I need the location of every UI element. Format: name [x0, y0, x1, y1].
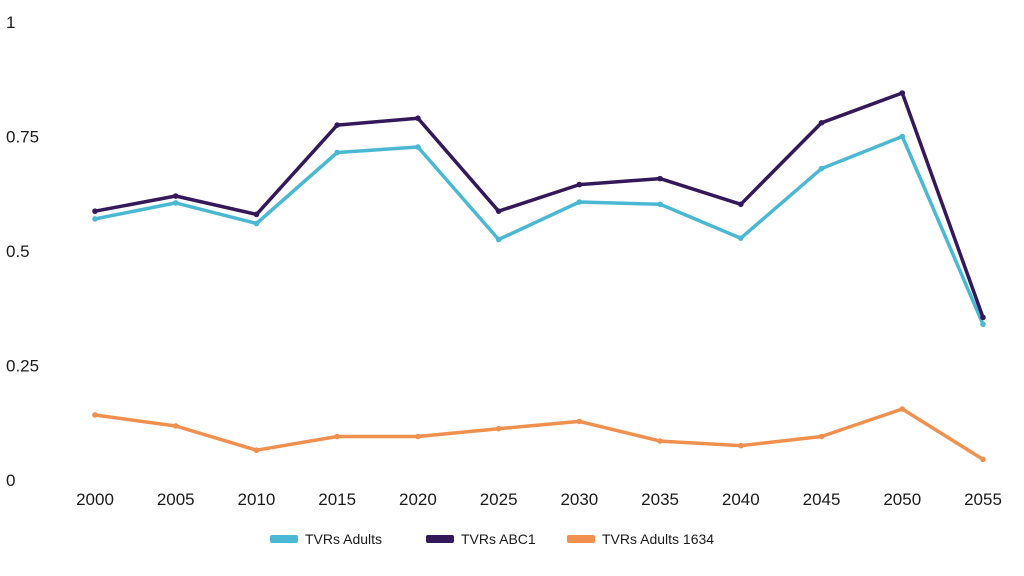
x-tick-label: 2010 [238, 490, 276, 509]
x-tick-label: 2030 [560, 490, 598, 509]
data-point [253, 220, 260, 227]
data-point [495, 208, 502, 214]
legend-label: TVRs Adults [305, 531, 382, 547]
data-point [253, 447, 260, 454]
data-point [657, 438, 663, 444]
data-point [980, 314, 986, 321]
legend: TVRs Adults TVRs ABC1 TVRs Adults 1634 [270, 531, 714, 547]
series-0 [92, 133, 986, 328]
data-point [495, 236, 502, 243]
legend-item: TVRs ABC1 [426, 531, 536, 547]
legend-swatch [567, 535, 595, 543]
legend-item: TVRs Adults 1634 [567, 531, 714, 547]
data-point [334, 433, 340, 440]
y-tick-label: 0.75 [6, 128, 39, 147]
legend-item: TVRs Adults [270, 531, 382, 547]
data-point [738, 235, 744, 241]
y-axis-ticks: 0 0.25 0.5 0.75 1 [6, 13, 39, 490]
data-point [980, 456, 986, 463]
x-tick-label: 2005 [157, 490, 195, 509]
data-point [334, 149, 340, 156]
series-line [93, 407, 985, 462]
data-point [980, 321, 986, 328]
x-tick-label: 2020 [399, 490, 437, 509]
data-point [899, 133, 906, 140]
data-point [738, 201, 744, 208]
x-tick-label: 2000 [76, 490, 114, 509]
legend-swatch [426, 535, 454, 543]
data-point [818, 433, 825, 440]
data-point [495, 425, 502, 432]
data-point [657, 175, 663, 182]
x-tick-label: 2055 [964, 490, 1002, 509]
x-tick-label: 2040 [722, 490, 760, 509]
y-tick-label: 1 [6, 13, 15, 32]
data-point [92, 412, 98, 418]
series-1 [92, 90, 986, 321]
data-point [415, 115, 421, 121]
data-point [253, 211, 260, 218]
data-point [334, 122, 340, 128]
legend-label: TVRs Adults 1634 [602, 531, 714, 547]
data-point [92, 208, 98, 214]
data-point [92, 216, 98, 222]
x-tick-label: 2015 [318, 490, 356, 509]
y-tick-label: 0 [6, 471, 15, 490]
data-point [899, 90, 906, 96]
y-tick-label: 0.5 [6, 242, 30, 261]
series-line [93, 134, 985, 327]
x-tick-label: 2050 [883, 490, 921, 509]
series-layer [92, 90, 986, 463]
data-point [172, 193, 179, 199]
data-point [576, 199, 583, 205]
data-point [818, 119, 825, 126]
legend-swatch [270, 535, 298, 543]
y-tick-label: 0.25 [6, 357, 39, 376]
x-tick-label: 2035 [641, 490, 679, 509]
data-point [899, 406, 906, 412]
series-2 [92, 406, 986, 463]
data-point [415, 144, 421, 150]
legend-label: TVRs ABC1 [461, 531, 536, 547]
x-tick-label: 2025 [480, 490, 518, 509]
data-point [657, 201, 663, 208]
data-point [172, 200, 179, 206]
data-point [576, 181, 583, 188]
data-point [576, 418, 583, 425]
x-axis-ticks: 2000 2005 2010 2015 2020 2025 2030 2035 2040 2045… [76, 490, 1002, 509]
data-point [738, 442, 744, 449]
data-point [818, 165, 825, 172]
series-line [93, 91, 985, 320]
data-point [172, 423, 179, 429]
data-point [415, 433, 421, 440]
x-tick-label: 2045 [803, 490, 841, 509]
